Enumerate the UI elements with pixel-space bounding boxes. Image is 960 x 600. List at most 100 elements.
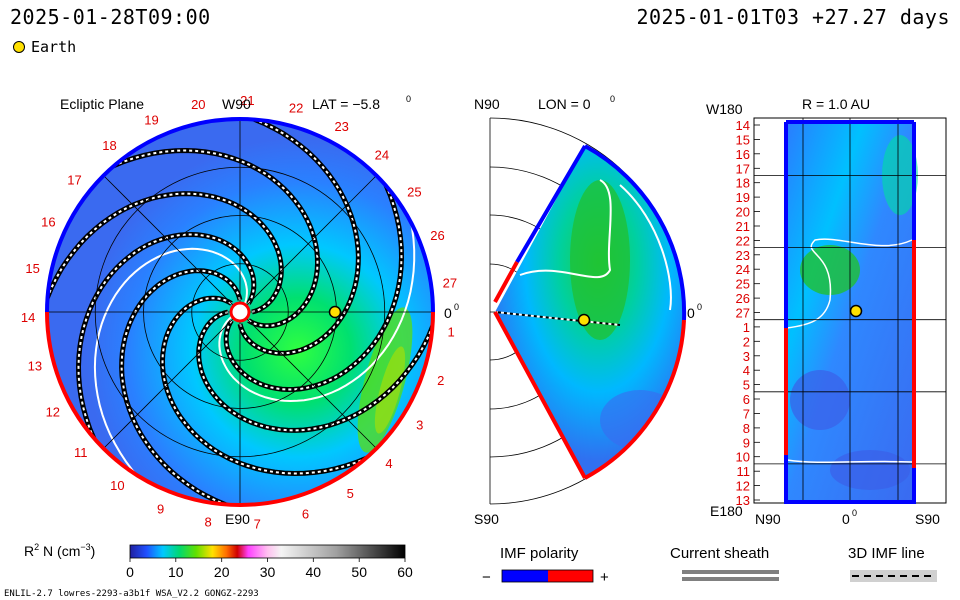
imf-line-title: 3D IMF line bbox=[848, 545, 925, 562]
rotation-number: 19 bbox=[144, 112, 158, 127]
legends: IMF polarity − + Current sheath 3D IMF l… bbox=[482, 545, 937, 586]
current-sheath-swatch-top bbox=[682, 570, 779, 574]
current-sheath-title: Current sheath bbox=[670, 545, 769, 562]
colorbar-tick-label: 0 bbox=[126, 564, 134, 580]
rotation-number: 12 bbox=[46, 405, 60, 420]
imf-spiral-line-dash bbox=[63, 149, 319, 327]
earth-map-marker bbox=[849, 304, 863, 318]
ecliptic-right-sup: 0 bbox=[454, 302, 459, 312]
earth-ecliptic-marker bbox=[328, 305, 342, 319]
earth-legend-label: Earth bbox=[31, 38, 77, 56]
imf-positive-swatch bbox=[548, 570, 593, 582]
rotation-number: 21 bbox=[240, 93, 254, 108]
colorbar-tick-label: 40 bbox=[306, 564, 322, 580]
imf-spiral-line-dash bbox=[196, 119, 360, 355]
imf-spiral-line-dash bbox=[161, 297, 417, 475]
ecliptic-top-label: W90 bbox=[222, 96, 251, 112]
rotation-number: 17 bbox=[67, 173, 81, 188]
rotation-number: 27 bbox=[443, 276, 457, 291]
map-day-label: 17 bbox=[736, 161, 750, 176]
map-day-label: 22 bbox=[736, 233, 750, 248]
rotation-number: 14 bbox=[21, 310, 35, 325]
rotation-number: 7 bbox=[254, 516, 261, 531]
current-sheath-line bbox=[93, 247, 248, 505]
rotation-number: 25 bbox=[407, 184, 421, 199]
imf-negative-swatch bbox=[502, 570, 548, 582]
map-x-label-zero-sup: 0 bbox=[852, 508, 857, 518]
footer-model-info: ENLIL-2.7 lowres-2293-a3b1f WSA_V2.2 GON… bbox=[4, 589, 259, 599]
imf-spiral-line-dash bbox=[120, 269, 284, 505]
rotation-number: 2 bbox=[437, 373, 444, 388]
imf-spiral-line-dash bbox=[77, 233, 255, 489]
colorbar-tick-label: 60 bbox=[397, 564, 413, 580]
map-day-label: 20 bbox=[736, 205, 750, 220]
colorbar-ticks: 0 10 20 30 40 50 60 bbox=[126, 558, 413, 580]
rotation-number: 24 bbox=[375, 148, 389, 163]
map-bottom-left-label: E180 bbox=[710, 503, 743, 519]
map-day-label: 8 bbox=[743, 421, 750, 436]
current-sheath-line bbox=[218, 172, 416, 403]
map-day-label: 19 bbox=[736, 190, 750, 205]
map-day-label: 3 bbox=[743, 349, 750, 364]
ecliptic-bottom-label: E90 bbox=[225, 511, 250, 527]
map-day-label: 2 bbox=[743, 334, 750, 349]
map-x-label-zero: 0 bbox=[842, 511, 850, 527]
colorbar-tick-label: 20 bbox=[214, 564, 230, 580]
rotation-number: 1 bbox=[447, 325, 454, 340]
map-day-label: 12 bbox=[736, 479, 750, 494]
rotation-number: 23 bbox=[334, 119, 348, 134]
map-day-label: 25 bbox=[736, 277, 750, 292]
rotation-number: 9 bbox=[157, 502, 164, 517]
imf-spiral-line-dash bbox=[47, 192, 283, 356]
imf-plus-label: + bbox=[600, 569, 609, 586]
imf-minus-label: − bbox=[482, 569, 491, 586]
map-day-label: 16 bbox=[736, 147, 750, 162]
meridional-top-label: N90 bbox=[474, 96, 500, 112]
rotation-number: 8 bbox=[204, 515, 211, 530]
earth-meridional-marker bbox=[577, 313, 591, 327]
map-day-label: 21 bbox=[736, 219, 750, 234]
colorbar-tick-label: 30 bbox=[260, 564, 276, 580]
map-day-label: 5 bbox=[743, 378, 750, 393]
map-x-label-n: N90 bbox=[755, 511, 781, 527]
imf-spiral-line-dash bbox=[225, 135, 403, 391]
meridional-title-sup: 0 bbox=[610, 94, 615, 104]
map-day-label: 9 bbox=[743, 435, 750, 450]
imf-spiral-lines bbox=[47, 119, 433, 505]
map-top-left-label: W180 bbox=[706, 101, 743, 117]
map-day-label: 26 bbox=[736, 291, 750, 306]
colorbar-label: R2 N (cm−3) bbox=[24, 542, 95, 559]
meridional-panel: N90 LON = 0 0 S90 0 0 bbox=[474, 94, 702, 527]
rotation-number: 26 bbox=[430, 228, 444, 243]
rotation-number: 11 bbox=[74, 445, 88, 460]
ecliptic-lat-sup: 0 bbox=[406, 94, 411, 104]
map-day-label: 10 bbox=[736, 450, 750, 465]
colorbar: 0 10 20 30 40 50 60 R2 N (cm−3) bbox=[24, 542, 413, 580]
ecliptic-features bbox=[47, 119, 433, 505]
meridional-title: LON = 0 bbox=[538, 96, 591, 112]
rotation-number: 4 bbox=[385, 456, 392, 471]
map-title: R = 1.0 AU bbox=[802, 96, 870, 112]
map-day-label: 7 bbox=[743, 407, 750, 422]
ecliptic-lat-label: LAT = −5.8 bbox=[312, 96, 380, 112]
rotation-number: 20 bbox=[191, 97, 205, 112]
meridional-right-sup: 0 bbox=[697, 302, 702, 312]
frame-time: 2025-01-01T03 +27.27 days bbox=[636, 5, 950, 29]
map-day-labels: 1415161718192021222324252627123456789101… bbox=[736, 118, 750, 508]
sun-marker bbox=[229, 301, 251, 323]
rotation-number: 13 bbox=[28, 359, 42, 374]
colorbar-gradient bbox=[129, 544, 406, 559]
map-panel: 1415161718192021222324252627123456789101… bbox=[706, 96, 947, 527]
map-day-label: 15 bbox=[736, 132, 750, 147]
rotation-number: 6 bbox=[302, 507, 309, 522]
rotation-number: 10 bbox=[110, 478, 124, 493]
map-day-label: 13 bbox=[736, 493, 750, 508]
map-day-label: 6 bbox=[743, 392, 750, 407]
map-day-label: 14 bbox=[736, 118, 750, 133]
rotation-number: 22 bbox=[289, 101, 303, 116]
map-day-label: 24 bbox=[736, 262, 750, 277]
colorbar-tick-label: 50 bbox=[351, 564, 367, 580]
